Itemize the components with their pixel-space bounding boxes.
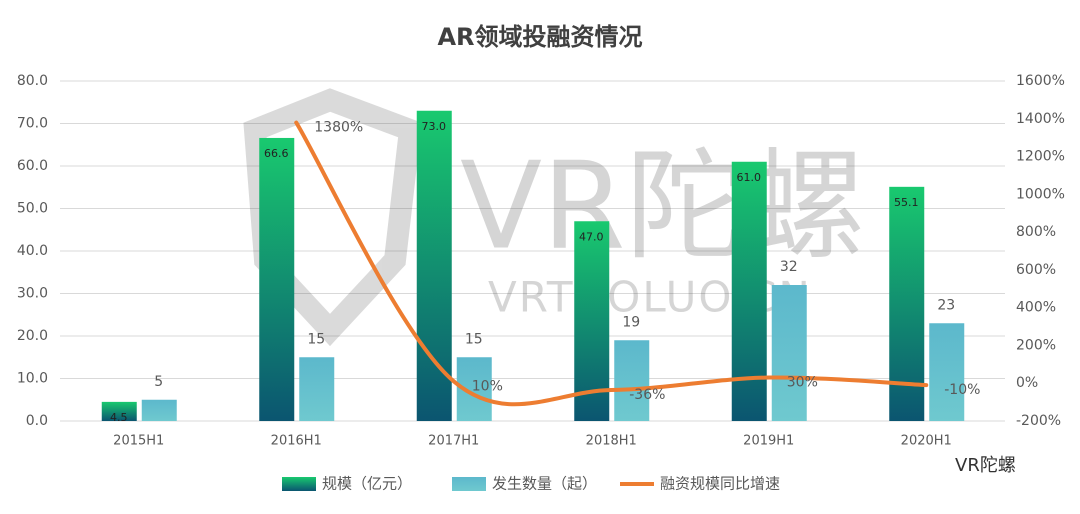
source: VR陀螺 (955, 455, 1016, 476)
y-tick-label: 60.0 (17, 158, 48, 174)
line (294, 120, 929, 407)
bar (731, 161, 767, 421)
x-tick-label: 2018H1 (586, 434, 637, 449)
bar (299, 357, 335, 421)
legend-label: 融资规模同比增速 (660, 475, 780, 493)
data-label: 4.5 (110, 411, 128, 424)
y2-tick-label: 800% (1016, 224, 1056, 240)
x-tick-label: 2017H1 (428, 434, 479, 449)
y2-tick-label: 400% (1016, 300, 1056, 316)
data-label: 15 (307, 331, 325, 347)
bar (574, 221, 610, 421)
y-tick-label: 40.0 (17, 243, 48, 259)
data-label: 47.0 (579, 230, 604, 243)
data-label: 66.6 (264, 147, 289, 160)
data-label: 5 (154, 374, 163, 390)
bar (259, 137, 295, 421)
y2-tick-label: 1000% (1016, 186, 1065, 202)
data-label: 32 (780, 259, 798, 275)
data-label: 23 (937, 297, 955, 313)
y2-tick-label: -200% (1016, 413, 1061, 429)
line-label: 1380% (314, 120, 363, 136)
legend-swatch (452, 477, 486, 491)
x-tick-label: 2020H1 (901, 434, 952, 449)
bar (101, 401, 137, 421)
chart-title: AR领域投融资情况 (437, 23, 642, 51)
data-label: 19 (622, 314, 640, 330)
bar (771, 285, 807, 421)
y2-tick-label: 1400% (1016, 111, 1065, 127)
line-label: -10% (944, 382, 980, 398)
legend-swatch (282, 477, 316, 491)
y2-tick-label: 1600% (1016, 73, 1065, 89)
data-label: 61.0 (737, 171, 762, 184)
y-tick-label: 50.0 (17, 201, 48, 217)
data-label: 73.0 (422, 120, 447, 133)
data-label: 15 (465, 331, 483, 347)
bar (614, 340, 650, 421)
y2-tick-label: 0% (1016, 375, 1038, 391)
line-label: 30% (787, 375, 818, 391)
grid (60, 80, 1005, 422)
x-tick-label: 2019H1 (743, 434, 794, 449)
y-tick-label: 0.0 (26, 413, 48, 429)
bar (416, 110, 452, 421)
legend-label: 发生数量（起） (492, 475, 597, 493)
y2-tick-label: 600% (1016, 262, 1056, 278)
y2-tick-label: 1200% (1016, 149, 1065, 165)
bar (929, 323, 965, 421)
y-tick-label: 10.0 (17, 371, 48, 387)
line-label: -36% (629, 387, 665, 403)
legend-label: 规模（亿元） (322, 475, 412, 493)
bar (141, 399, 177, 421)
x-tick-label: 2015H1 (113, 434, 164, 449)
y-tick-label: 80.0 (17, 73, 48, 89)
y-tick-label: 30.0 (17, 286, 48, 302)
y2-tick-label: 200% (1016, 337, 1056, 353)
line-label: 10% (472, 378, 503, 394)
y-tick-label: 70.0 (17, 116, 48, 132)
watermark-text: VR陀螺 (460, 138, 865, 277)
y-tick-label: 20.0 (17, 328, 48, 344)
x-tick-label: 2016H1 (271, 434, 322, 449)
data-label: 55.1 (894, 196, 919, 209)
